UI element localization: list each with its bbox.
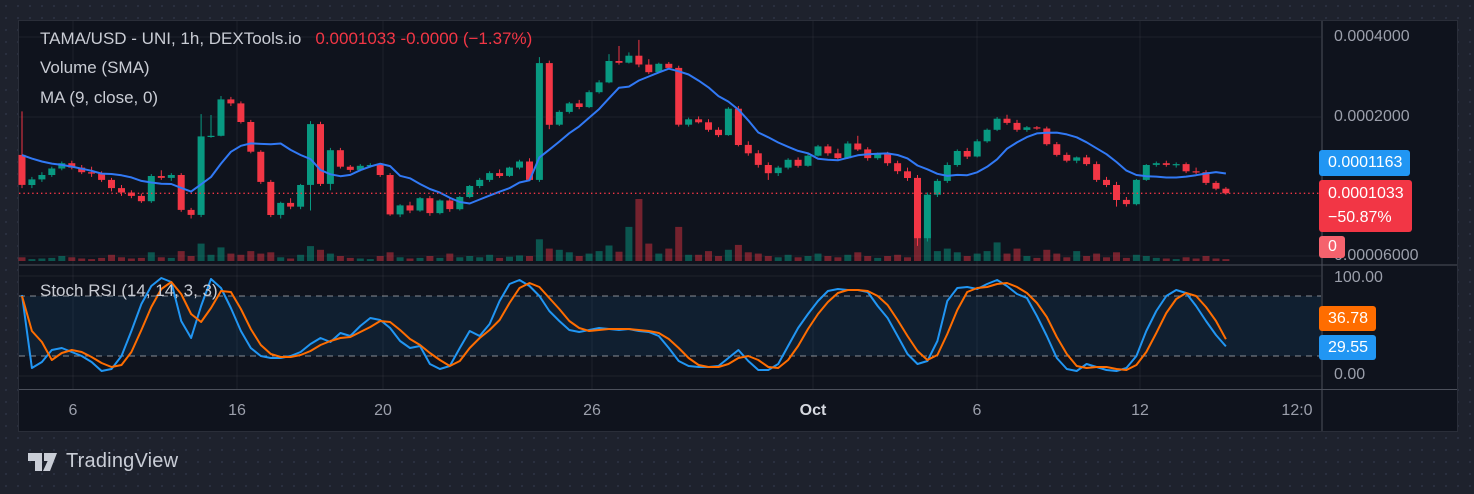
volume-legend-label: Volume (SMA) [40, 58, 150, 77]
symbol-price-summary: 0.0001033 -0.0000 (−1.37%) [315, 29, 533, 48]
price-tick-label: 0.00006000 [1334, 247, 1419, 264]
watermark-label: TradingView [66, 450, 179, 472]
time-tick-label: 26 [583, 402, 601, 419]
ma-legend-row[interactable]: MA (9, close, 0) [40, 88, 158, 108]
ma-value-badge: 0.0001163 [1319, 150, 1411, 176]
symbol-legend-row[interactable]: TAMA/USD - UNI, 1h, DEXTools.io 0.0001033… [40, 29, 532, 49]
current-price-badge: 0.0001033 −50.87% [1319, 180, 1412, 232]
tradingview-logo-icon [28, 452, 57, 471]
time-tick-label: 12:0 [1281, 402, 1313, 419]
stoch-legend-row[interactable]: Stoch RSI (14, 14, 3, 3) [40, 281, 218, 301]
stoch-legend-label: Stoch RSI (14, 14, 3, 3) [40, 281, 218, 300]
ma-legend-label: MA (9, close, 0) [40, 88, 159, 107]
time-tick-label: Oct [799, 402, 827, 419]
price-tick-label: 0.0002000 [1334, 108, 1410, 125]
stoch-tick-label: 0.00 [1334, 366, 1366, 383]
chart-widget[interactable] [18, 20, 1458, 432]
time-tick-label: 6 [972, 402, 982, 419]
price-tick-label: 0.0004000 [1334, 28, 1410, 45]
stoch-k-badge: 29.55 [1319, 335, 1377, 360]
tradingview-watermark[interactable]: TradingView [28, 450, 178, 473]
symbol-title: TAMA/USD - UNI, 1h, DEXTools.io [40, 29, 302, 48]
stoch-d-badge: 36.78 [1319, 306, 1377, 331]
time-tick-label: 6 [68, 402, 78, 419]
time-tick-label: 16 [228, 402, 246, 419]
time-tick-label: 20 [374, 402, 392, 419]
time-tick-label: 12 [1131, 402, 1149, 419]
stoch-tick-label: 100.00 [1334, 269, 1383, 286]
volume-legend-row[interactable]: Volume (SMA) [40, 58, 150, 78]
volume-value-badge: 0 [1319, 236, 1345, 258]
